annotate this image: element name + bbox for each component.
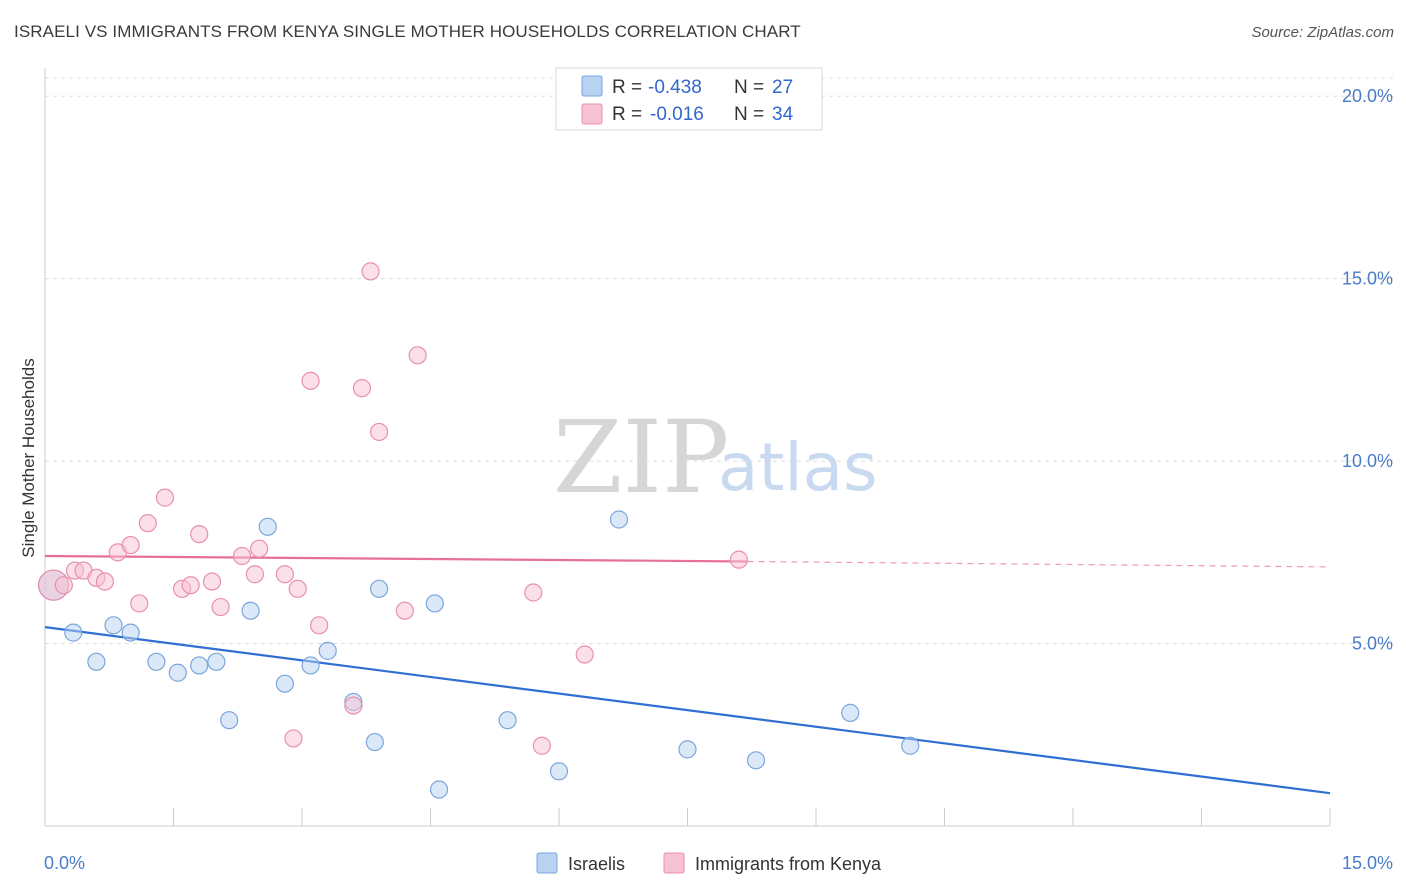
- data-point: [841, 703, 860, 722]
- trend-line: [44, 554, 748, 563]
- trend-lines: [44, 554, 1331, 795]
- trend-line: [44, 626, 1331, 795]
- axes: [44, 68, 1331, 827]
- x-tick-label: 0.0%: [44, 853, 85, 873]
- data-point: [549, 762, 569, 781]
- data-point: [318, 641, 337, 660]
- data-point: [181, 576, 200, 595]
- y-axis-label: Single Mother Households: [19, 358, 38, 557]
- data-point: [729, 550, 749, 569]
- y-tick-label: 20.0%: [1342, 86, 1393, 106]
- legend-r-label: R =: [612, 77, 642, 98]
- data-point: [241, 601, 260, 620]
- data-point: [258, 517, 277, 536]
- bottom-legend-swatch-blue: [536, 852, 558, 874]
- data-point: [232, 546, 252, 566]
- legend-n-value: 34: [772, 104, 794, 125]
- data-point: [408, 346, 427, 365]
- data-point: [121, 535, 140, 555]
- bottom-legend-label: Israelis: [568, 854, 625, 874]
- y-tick-label: 10.0%: [1342, 451, 1393, 471]
- watermark-atlas: atlas: [718, 429, 878, 506]
- data-point: [190, 656, 209, 675]
- data-point: [202, 572, 222, 591]
- source-label: Source: ZipAtlas.com: [1251, 24, 1394, 41]
- legend-r-value: -0.016: [650, 104, 704, 125]
- data-point: [95, 572, 115, 591]
- data-point: [498, 711, 517, 730]
- trend-line-extension: [747, 560, 1331, 568]
- y-tick-label: 5.0%: [1352, 634, 1393, 654]
- data-point: [104, 616, 123, 635]
- legend-n-label: N =: [734, 77, 764, 98]
- tick-labels: 5.0% 10.0% 15.0% 20.0% 0.0% 15.0%: [44, 86, 1393, 873]
- legend: R = -0.438 N = 27 R = -0.016 N = 34: [555, 67, 823, 131]
- data-point: [87, 652, 106, 671]
- legend-swatch-blue: [581, 75, 603, 97]
- legend-n-value: 27: [772, 77, 793, 98]
- data-point: [344, 696, 363, 715]
- data-point: [678, 740, 697, 759]
- y-tick-label: 15.0%: [1342, 269, 1393, 289]
- data-point: [54, 576, 73, 595]
- watermark: ZIP atlas: [553, 399, 878, 516]
- data-point: [429, 780, 449, 799]
- data-point: [575, 645, 594, 664]
- data-point: [524, 583, 543, 602]
- data-point: [138, 514, 157, 533]
- data-point: [130, 594, 149, 613]
- data-point: [155, 488, 175, 507]
- data-point: [361, 262, 380, 281]
- watermark-zip: ZIP: [553, 399, 729, 516]
- data-point: [245, 565, 264, 584]
- data-point: [395, 601, 414, 620]
- data-point: [121, 623, 140, 642]
- data-point: [532, 736, 551, 755]
- data-point: [220, 711, 239, 730]
- data-point: [370, 579, 389, 598]
- data-point: [365, 732, 384, 752]
- bottom-legend: Israelis Immigrants from Kenya: [536, 852, 882, 874]
- data-point: [301, 656, 320, 675]
- data-point: [746, 751, 766, 770]
- data-point: [250, 539, 269, 558]
- data-point: [168, 663, 187, 682]
- data-points: [37, 262, 920, 799]
- legend-n-label: N =: [734, 104, 764, 125]
- data-point: [609, 510, 629, 529]
- data-point: [901, 736, 920, 755]
- data-point: [301, 371, 320, 390]
- data-point: [370, 422, 389, 442]
- data-point: [207, 652, 226, 671]
- bottom-legend-label: Immigrants from Kenya: [695, 854, 882, 874]
- data-point: [288, 579, 307, 598]
- legend-swatch-pink: [581, 103, 603, 125]
- legend-r-value: -0.438: [648, 77, 702, 98]
- data-point: [275, 565, 294, 584]
- bottom-legend-swatch-pink: [663, 852, 685, 874]
- legend-r-label: R =: [612, 104, 642, 125]
- data-point: [64, 623, 83, 642]
- data-point: [190, 524, 209, 544]
- data-point: [310, 616, 329, 635]
- data-point: [211, 597, 230, 617]
- data-point: [275, 674, 294, 693]
- data-point: [284, 729, 303, 748]
- data-point: [425, 594, 444, 613]
- data-point: [352, 379, 372, 398]
- data-point: [147, 652, 166, 671]
- chart-title: ISRAELI VS IMMIGRANTS FROM KENYA SINGLE …: [14, 22, 801, 41]
- x-tick-label: 15.0%: [1342, 853, 1393, 873]
